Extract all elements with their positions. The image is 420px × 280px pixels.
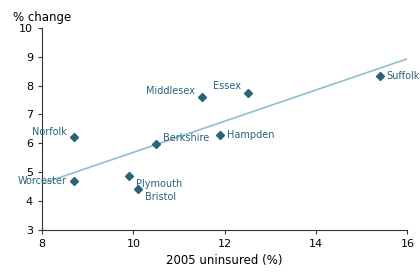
X-axis label: 2005 uninsured (%): 2005 uninsured (%) (166, 254, 283, 267)
Text: Middlesex: Middlesex (146, 86, 195, 96)
Text: Bristol: Bristol (145, 192, 176, 202)
Text: Berkshire: Berkshire (163, 133, 209, 143)
Text: % change: % change (13, 11, 71, 24)
Text: Essex: Essex (213, 81, 241, 92)
Text: Suffolk: Suffolk (387, 71, 420, 81)
Text: Plymouth: Plymouth (136, 179, 182, 189)
Text: Norfolk: Norfolk (32, 127, 67, 137)
Text: Hampden: Hampden (227, 130, 275, 139)
Text: Worcester: Worcester (18, 176, 67, 186)
